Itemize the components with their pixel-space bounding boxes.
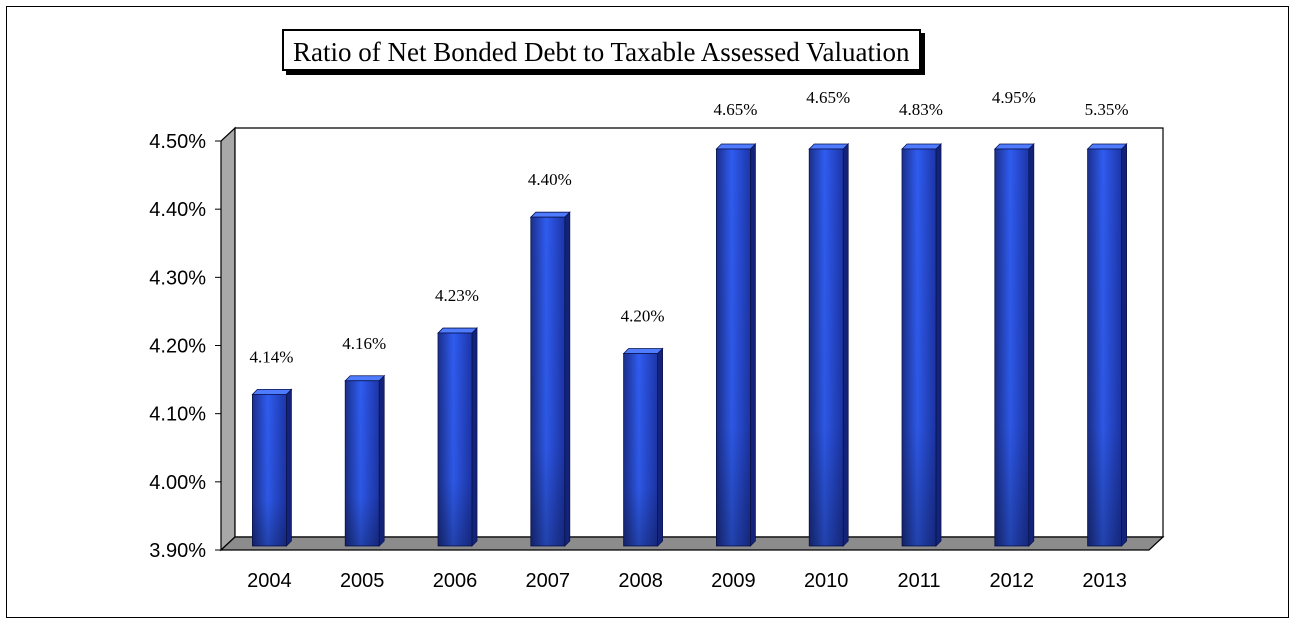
y-tick-label: 3.90% [149, 540, 206, 562]
bar-shade [716, 149, 751, 546]
x-tick-label: 2008 [618, 570, 663, 592]
y-tick-label: 4.30% [149, 267, 206, 289]
bar-top [1086, 143, 1128, 150]
bar-side [378, 374, 385, 547]
bar-shade [902, 149, 936, 546]
bar-side [1028, 143, 1035, 547]
bar-2007 [529, 211, 571, 547]
y-tick-label: 4.00% [149, 472, 206, 494]
data-label: 4.83% [899, 100, 943, 119]
data-label: 4.23% [435, 286, 479, 305]
bar-top [529, 211, 571, 218]
bar-top [251, 388, 293, 395]
bar-top [344, 375, 386, 382]
data-label: 4.95% [992, 88, 1036, 107]
bar-shade [530, 217, 565, 546]
bar-2011 [901, 143, 942, 547]
bar-shade [252, 394, 287, 546]
bar-top [622, 348, 664, 354]
bar-top [901, 143, 942, 150]
y-tick-label: 4.50% [149, 131, 206, 153]
bar-side [750, 143, 756, 547]
bar-2005 [344, 374, 386, 547]
bar-shade [809, 149, 844, 546]
bar-side [657, 347, 663, 547]
bar-top [808, 143, 850, 150]
bar-top [715, 143, 757, 150]
y-tick-label: 4.10% [149, 404, 206, 426]
bar-side [1121, 143, 1127, 547]
bar-side [471, 327, 478, 547]
bar-side [842, 143, 849, 547]
bar-side [935, 143, 942, 547]
data-label: 4.40% [528, 170, 572, 189]
bar-2012 [993, 143, 1035, 547]
data-label: 4.65% [806, 88, 850, 107]
bar-2006 [437, 327, 478, 547]
data-label: 4.20% [621, 307, 665, 326]
bar-2009 [715, 143, 757, 547]
x-tick-label: 2006 [433, 570, 478, 592]
data-label: 4.14% [249, 347, 293, 366]
x-tick-label: 2013 [1082, 570, 1127, 592]
x-tick-label: 2010 [804, 570, 849, 592]
data-label: 5.35% [1085, 100, 1129, 119]
chart-side-wall [220, 126, 236, 552]
y-tick-label: 4.20% [149, 336, 206, 358]
x-tick-label: 2005 [340, 570, 385, 592]
x-tick-label: 2004 [247, 570, 292, 592]
data-label: 4.65% [713, 100, 757, 119]
x-tick-label: 2009 [711, 570, 756, 592]
x-tick-label: 2007 [526, 570, 571, 592]
bar-shade [623, 353, 658, 546]
bar-shade [994, 149, 1029, 546]
bar-side [564, 211, 571, 547]
bar-2004 [251, 388, 293, 547]
bar-2013 [1086, 143, 1128, 547]
bar-top [437, 327, 478, 334]
y-tick-label: 4.40% [149, 199, 206, 221]
x-tick-label: 2012 [990, 570, 1035, 592]
bar-shade [345, 380, 380, 546]
bar-2008 [622, 347, 664, 547]
bar-shade [1087, 149, 1122, 546]
data-label: 4.16% [342, 334, 386, 353]
bar-top [993, 143, 1035, 150]
bar-side [285, 388, 292, 547]
x-tick-label: 2011 [897, 570, 940, 592]
chart-title: Ratio of Net Bonded Debt to Taxable Asse… [282, 29, 921, 71]
bar-2010 [808, 143, 850, 547]
bar-shade [438, 333, 472, 546]
